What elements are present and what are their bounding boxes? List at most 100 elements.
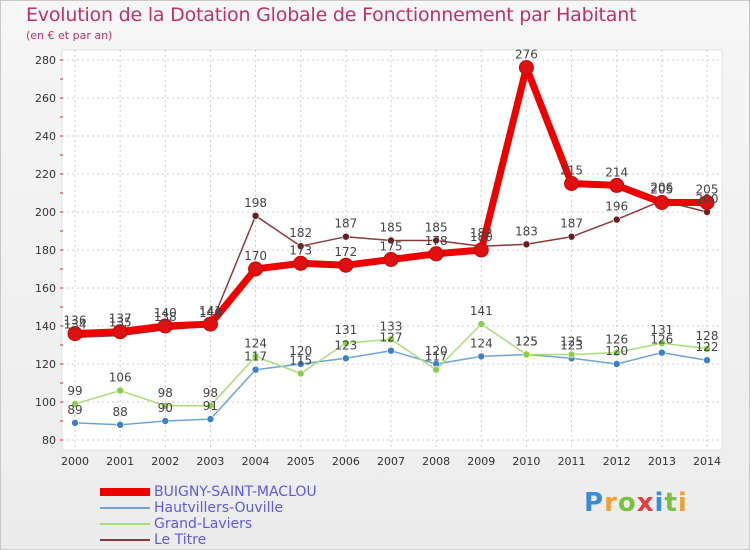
data-label: 180 xyxy=(470,230,493,244)
data-label: 185 xyxy=(380,221,403,235)
data-label: 127 xyxy=(380,331,403,345)
logo-letter: x xyxy=(636,488,655,518)
data-label: 138 xyxy=(154,310,177,324)
data-point xyxy=(251,212,260,220)
data-point xyxy=(473,242,489,258)
data-point xyxy=(658,348,666,357)
series-grand-laviers xyxy=(71,320,711,410)
data-label: 178 xyxy=(425,234,448,248)
series-buigny-saint-maclou xyxy=(67,60,715,342)
x-tick-label: 2002 xyxy=(151,455,179,468)
logo-letter: i xyxy=(654,488,665,518)
data-point xyxy=(522,350,531,359)
data-point xyxy=(296,360,305,368)
data-point xyxy=(71,400,79,408)
x-tick-label: 2008 xyxy=(422,455,450,468)
data-label: 117 xyxy=(425,350,448,364)
x-tick-label: 2014 xyxy=(693,455,721,468)
data-label: 126 xyxy=(650,333,673,347)
x-tick-label: 2012 xyxy=(603,455,631,468)
data-label: 140 xyxy=(154,306,177,320)
data-point xyxy=(342,232,350,241)
data-label: 123 xyxy=(334,338,357,352)
data-label: 215 xyxy=(560,164,583,178)
legend-swatch xyxy=(100,488,150,496)
data-point xyxy=(703,344,711,353)
data-label: 123 xyxy=(560,338,583,352)
y-tick-label: 200 xyxy=(35,206,56,219)
series-hautvillers-ouville xyxy=(71,346,711,429)
logo-letter: i xyxy=(677,488,688,518)
data-point xyxy=(338,257,354,273)
data-point xyxy=(432,365,440,374)
data-label: 135 xyxy=(109,316,132,330)
data-point xyxy=(477,352,486,361)
data-label: 106 xyxy=(109,371,132,385)
data-point xyxy=(658,339,666,347)
data-label: 115 xyxy=(289,354,312,368)
data-label: 175 xyxy=(380,240,403,254)
data-label: 134 xyxy=(64,317,87,331)
x-tick-label: 2001 xyxy=(106,455,134,468)
data-point xyxy=(161,417,170,425)
data-label: 205 xyxy=(650,183,673,197)
data-label: 172 xyxy=(334,245,357,259)
x-tick-label: 2009 xyxy=(467,455,495,468)
chart-subtitle: (en € et par an) xyxy=(26,29,113,42)
data-label: 99 xyxy=(67,384,82,398)
logo-letter: t xyxy=(664,488,678,518)
x-tick-label: 2010 xyxy=(512,455,540,468)
data-label: 90 xyxy=(158,401,173,415)
data-label: 122 xyxy=(696,340,719,354)
data-point xyxy=(609,177,625,193)
y-tick-label: 260 xyxy=(35,92,56,105)
data-point xyxy=(161,401,170,410)
legend-label: BUIGNY-SAINT-MACLOU xyxy=(154,484,317,500)
data-point xyxy=(116,386,124,395)
logo-letter: r xyxy=(604,488,618,518)
data-label: 185 xyxy=(425,221,448,235)
data-point xyxy=(477,320,486,328)
data-label: 125 xyxy=(560,335,583,349)
data-point xyxy=(296,369,305,378)
data-label: 126 xyxy=(605,333,628,347)
data-point xyxy=(296,242,305,250)
data-point xyxy=(564,176,580,191)
data-point xyxy=(248,261,264,277)
data-point xyxy=(157,318,173,334)
data-label: 170 xyxy=(244,249,267,263)
data-label: 276 xyxy=(515,48,538,62)
data-point xyxy=(518,60,534,76)
y-tick-label: 140 xyxy=(35,320,56,333)
data-point xyxy=(432,236,440,245)
data-point xyxy=(71,419,79,427)
y-tick-label: 100 xyxy=(35,396,56,409)
x-tick-label: 2003 xyxy=(196,455,224,468)
data-label: 140 xyxy=(199,306,222,320)
data-point xyxy=(567,350,576,359)
data-label: 182 xyxy=(289,226,312,240)
data-label: 88 xyxy=(113,405,128,419)
y-tick-label: 280 xyxy=(35,54,56,67)
data-label: 117 xyxy=(244,350,267,364)
x-tick-label: 2006 xyxy=(332,455,360,468)
x-tick-label: 2000 xyxy=(61,455,89,468)
x-tick-label: 2011 xyxy=(558,455,586,468)
data-point xyxy=(612,348,621,357)
y-tick-label: 80 xyxy=(42,434,56,447)
data-label: 89 xyxy=(67,403,82,417)
data-label: 125 xyxy=(515,335,538,349)
x-tick-label: 2004 xyxy=(242,455,270,468)
data-label: 131 xyxy=(650,323,673,337)
legend-label: Grand-Laviers xyxy=(154,516,253,532)
data-label: 91 xyxy=(203,399,218,413)
data-label: 133 xyxy=(380,319,403,333)
legend-label: Le Titre xyxy=(154,532,207,548)
data-point xyxy=(699,195,715,210)
y-tick-label: 120 xyxy=(35,358,56,371)
data-label: 196 xyxy=(605,200,628,214)
data-point xyxy=(251,365,260,374)
y-tick-label: 180 xyxy=(35,244,56,257)
data-point xyxy=(522,240,531,249)
